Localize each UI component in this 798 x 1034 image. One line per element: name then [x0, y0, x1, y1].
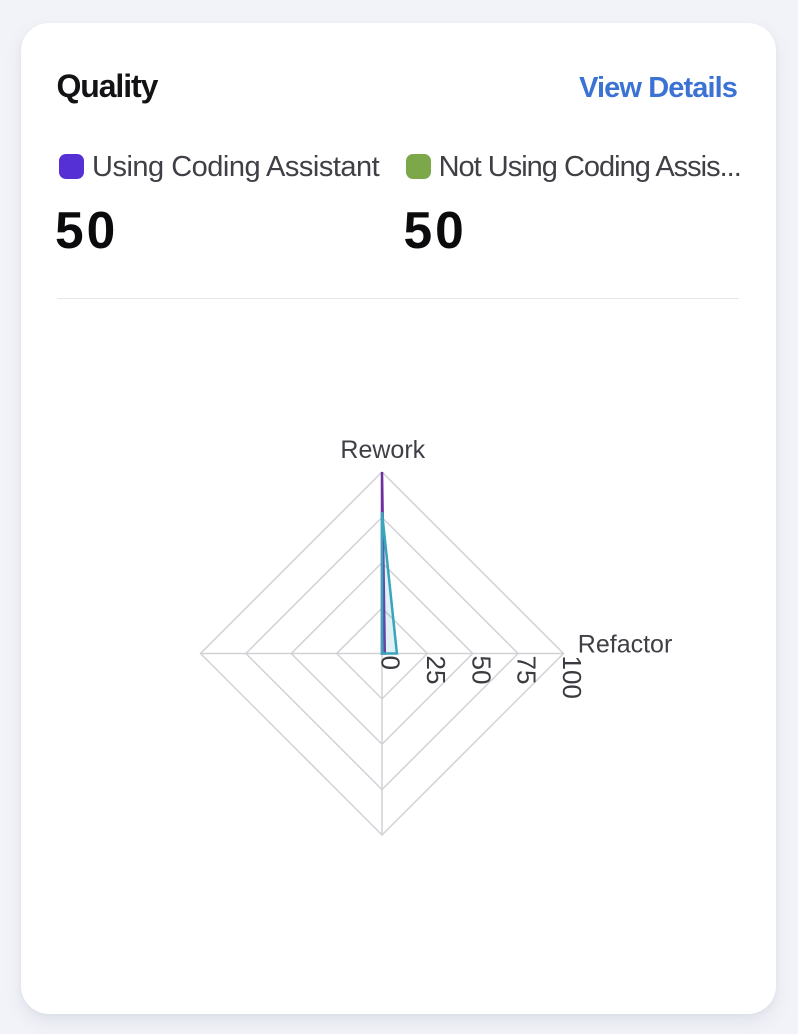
svg-text:0: 0 — [376, 656, 406, 670]
svg-text:Rework: Rework — [340, 436, 425, 464]
svg-text:Refactor: Refactor — [578, 631, 672, 659]
svg-text:100: 100 — [557, 656, 587, 699]
svg-text:25: 25 — [421, 656, 451, 685]
svg-text:50: 50 — [466, 656, 496, 685]
svg-text:75: 75 — [512, 656, 542, 685]
